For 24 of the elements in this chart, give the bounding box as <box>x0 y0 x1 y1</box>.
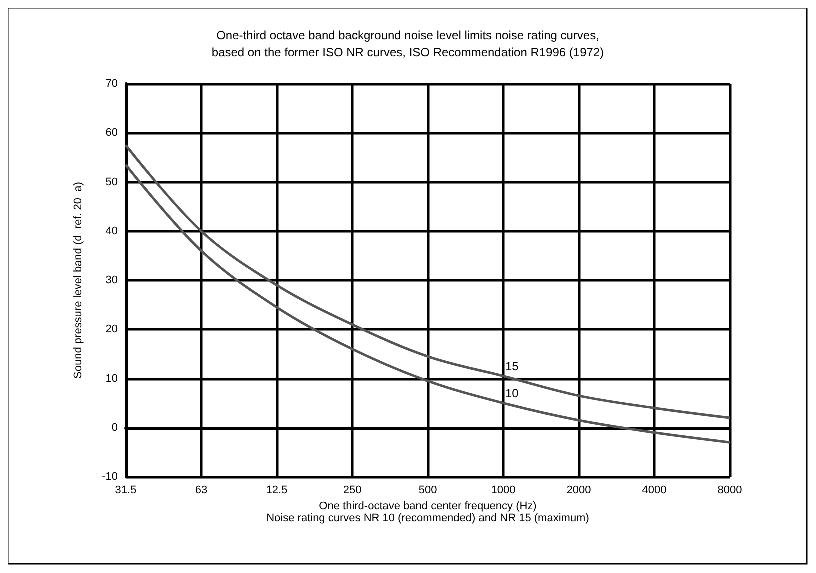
y-tick-label: 40 <box>106 225 118 238</box>
y-tick-label: 20 <box>106 324 118 336</box>
x-tick-label: 2000 <box>566 484 592 496</box>
y-tick-label: 10 <box>106 372 118 385</box>
y-tick-label: 0 <box>112 422 118 434</box>
x-tick-label: 250 <box>343 484 362 496</box>
x-tick-label: 12.5 <box>266 484 288 496</box>
x-tick-label: 500 <box>418 484 438 496</box>
x-tick-label: 8000 <box>718 484 742 496</box>
x-tick-label: 1000 <box>491 484 516 496</box>
text: Noise rating curves NR 10 (recommended) and NR 15 (maximum) <box>266 512 590 524</box>
x-tick-label: 63 <box>195 484 208 496</box>
y-tick-label: 60 <box>106 127 118 140</box>
y-tick-label: 70 <box>106 78 118 90</box>
x-tick-label: 31.5 <box>115 484 137 496</box>
annotation: 10 <box>506 386 520 400</box>
y-tick-label: -10 <box>102 471 118 483</box>
annotation: 15 <box>506 359 520 374</box>
chart-title: One-third octave band background noise level limits noise rating curves, based on the former ISO NR curves, ISO Recommendation R1996 (1972) <box>212 28 604 60</box>
x-axis-title: One third-octave band center frequency (Hz) <box>319 500 537 512</box>
y-tick-label: 30 <box>106 274 118 286</box>
y-axis-title: Sound pressure level band (d ref. 20 a) <box>72 182 84 379</box>
x-tick-label: 4000 <box>642 484 667 496</box>
y-tick-label: 50 <box>106 176 118 188</box>
